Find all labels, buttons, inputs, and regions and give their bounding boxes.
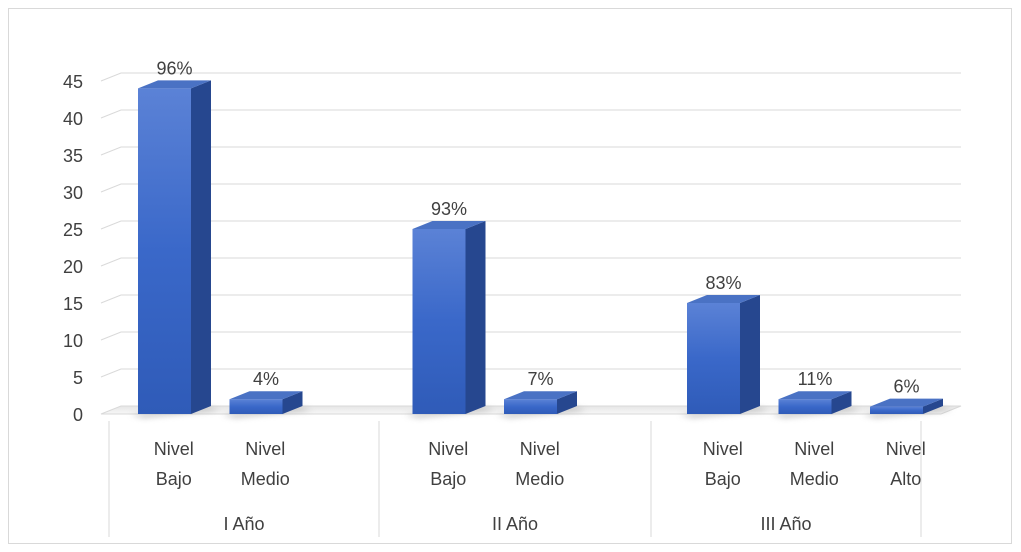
- bar-front: [412, 229, 466, 414]
- bar-top: [870, 398, 943, 407]
- category-label-line2: Medio: [241, 469, 290, 489]
- category-label-line2: Bajo: [705, 469, 741, 489]
- data-label: 6%: [893, 377, 919, 397]
- bar-top: [778, 391, 852, 400]
- group-label: I Año: [223, 514, 264, 534]
- category-label-line1: Nivel: [886, 439, 926, 459]
- x-axis: Nivel Bajo Nivel Medio Nivel Bajo Nivel Medio Ni…: [108, 421, 926, 537]
- y-tick-label: 40: [63, 109, 83, 129]
- gridline: [100, 72, 961, 82]
- bar-side: [740, 295, 760, 414]
- gridline: [100, 146, 961, 156]
- bar-side: [191, 80, 211, 415]
- bar-side: [831, 391, 852, 414]
- category-label-line1: Nivel: [794, 439, 834, 459]
- bar-top: [504, 391, 577, 400]
- bar-side: [557, 391, 577, 414]
- gridline: [100, 109, 961, 119]
- gridline: [100, 220, 961, 230]
- chart-frame: 96% 4% 93% 7% 83% 11% 6% 0 5 10 15 20 25 30 35 40 45 Ni…: [8, 8, 1012, 544]
- data-label: 11%: [798, 369, 833, 389]
- y-tick-label: 0: [73, 405, 83, 425]
- bar-chart: 96% 4% 93% 7% 83% 11% 6% 0 5 10 15 20 25 30 35 40 45 Ni…: [63, 58, 962, 537]
- data-label: 93%: [431, 199, 467, 219]
- category-label-line1: Nivel: [245, 439, 285, 459]
- bar-top: [138, 80, 211, 89]
- y-tick-label: 25: [63, 220, 83, 240]
- bar-side: [465, 221, 486, 414]
- bar-top: [687, 295, 760, 303]
- y-tick-label: 10: [63, 331, 83, 351]
- category-label-line2: Bajo: [156, 469, 192, 489]
- category-label-line2: Alto: [890, 469, 921, 489]
- bar-front: [778, 399, 832, 414]
- bar-front: [229, 399, 283, 414]
- category-label-line1: Nivel: [428, 439, 468, 459]
- bar-front: [138, 88, 191, 415]
- category-label-line2: Bajo: [430, 469, 466, 489]
- y-tick-label: 45: [63, 72, 83, 92]
- category-label-line1: Nivel: [520, 439, 560, 459]
- gridline: [100, 368, 961, 378]
- y-tick-label: 35: [63, 146, 83, 166]
- gridline: [100, 257, 961, 267]
- y-tick-label: 5: [73, 368, 83, 388]
- category-label-line2: Medio: [515, 469, 564, 489]
- y-tick-label: 30: [63, 183, 83, 203]
- data-label: 4%: [253, 369, 279, 389]
- gridline: [100, 294, 961, 304]
- bar-side: [923, 398, 943, 414]
- bar-front: [687, 303, 740, 414]
- gridline: [100, 183, 961, 193]
- bar-front: [504, 399, 557, 414]
- bar-side: [282, 391, 303, 414]
- gridline: [100, 331, 961, 341]
- data-label: 7%: [527, 369, 553, 389]
- bar-top: [412, 221, 486, 229]
- y-tick-label: 15: [63, 294, 83, 314]
- data-labels: 96% 4% 93% 7% 83% 11% 6%: [156, 58, 919, 396]
- group-label: III Año: [760, 514, 811, 534]
- y-tick-label: 20: [63, 257, 83, 277]
- bar-front: [870, 406, 923, 414]
- y-axis: 0 5 10 15 20 25 30 35 40 45: [63, 72, 83, 425]
- gridlines: [100, 72, 961, 378]
- bars: [130, 80, 953, 418]
- category-label-line2: Medio: [790, 469, 839, 489]
- category-label-line1: Nivel: [703, 439, 743, 459]
- category-label-line1: Nivel: [154, 439, 194, 459]
- bar-top: [229, 391, 303, 400]
- group-label: II Año: [492, 514, 538, 534]
- data-label: 96%: [156, 58, 192, 78]
- data-label: 83%: [705, 273, 741, 293]
